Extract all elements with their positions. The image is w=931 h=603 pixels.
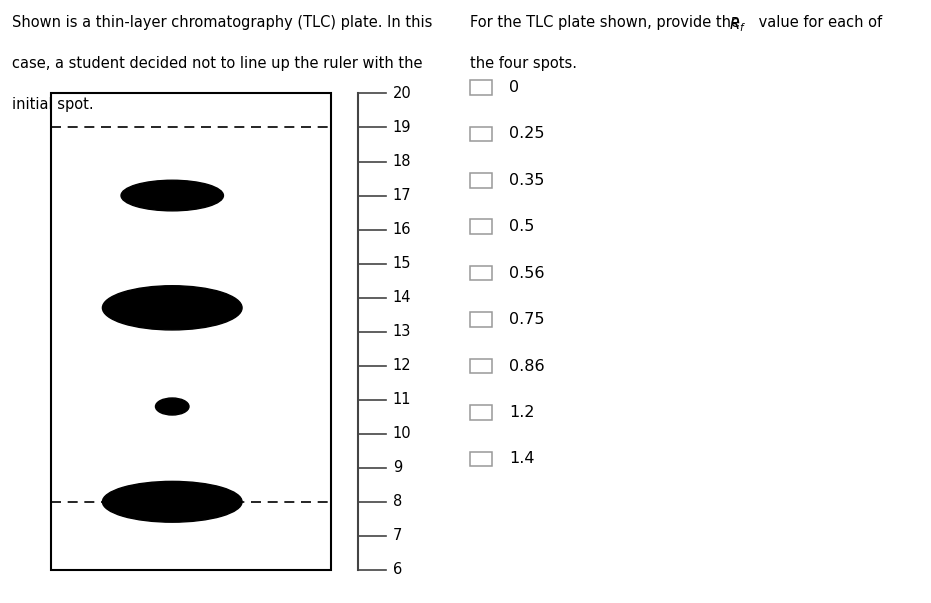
Text: For the TLC plate shown, provide the: For the TLC plate shown, provide the <box>470 15 745 30</box>
FancyBboxPatch shape <box>470 359 492 373</box>
Ellipse shape <box>102 286 242 330</box>
Text: 1.2: 1.2 <box>509 405 534 420</box>
Text: 6: 6 <box>393 563 402 577</box>
FancyBboxPatch shape <box>470 405 492 420</box>
FancyBboxPatch shape <box>470 173 492 188</box>
Text: 15: 15 <box>393 256 412 271</box>
Ellipse shape <box>155 398 189 415</box>
Text: 18: 18 <box>393 154 412 169</box>
FancyBboxPatch shape <box>470 452 492 466</box>
Bar <box>51 93 331 570</box>
FancyBboxPatch shape <box>470 127 492 141</box>
Text: 0.75: 0.75 <box>509 312 545 327</box>
Text: 11: 11 <box>393 392 412 407</box>
Text: 13: 13 <box>393 324 412 339</box>
Text: 0: 0 <box>509 80 519 95</box>
FancyBboxPatch shape <box>470 312 492 327</box>
Text: the four spots.: the four spots. <box>470 56 577 71</box>
Text: 20: 20 <box>393 86 412 101</box>
Text: 8: 8 <box>393 494 402 510</box>
Text: 0.5: 0.5 <box>509 219 534 234</box>
Text: 12: 12 <box>393 358 412 373</box>
Text: 10: 10 <box>393 426 412 441</box>
Text: 16: 16 <box>393 222 412 237</box>
Text: initial spot.: initial spot. <box>12 97 94 112</box>
FancyBboxPatch shape <box>470 266 492 280</box>
Text: 1.4: 1.4 <box>509 452 534 466</box>
Text: 9: 9 <box>393 460 402 475</box>
Text: 19: 19 <box>393 120 412 135</box>
Text: Shown is a thin-layer chromatography (TLC) plate. In this: Shown is a thin-layer chromatography (TL… <box>12 15 433 30</box>
Ellipse shape <box>121 180 223 211</box>
Text: 17: 17 <box>393 188 412 203</box>
Ellipse shape <box>102 481 242 522</box>
FancyBboxPatch shape <box>470 219 492 234</box>
Text: 0.25: 0.25 <box>509 127 545 141</box>
Text: 0.86: 0.86 <box>509 359 545 373</box>
Text: $R_f$: $R_f$ <box>729 15 746 34</box>
Text: 14: 14 <box>393 290 412 305</box>
Text: 7: 7 <box>393 528 402 543</box>
Text: case, a student decided not to line up the ruler with the: case, a student decided not to line up t… <box>12 56 423 71</box>
Text: 0.56: 0.56 <box>509 266 545 280</box>
Text: 0.35: 0.35 <box>509 173 545 188</box>
FancyBboxPatch shape <box>470 80 492 95</box>
Text: value for each of: value for each of <box>754 15 883 30</box>
